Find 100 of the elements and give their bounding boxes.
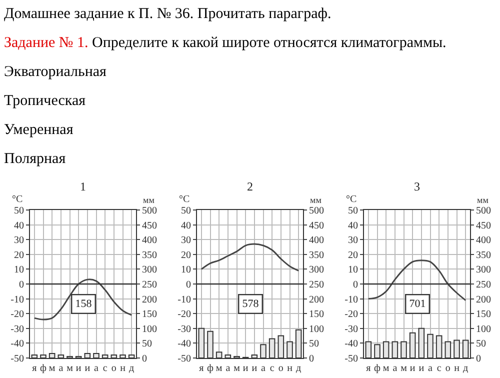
- y2-axis-title: мм: [143, 195, 155, 205]
- text: Задание № 1.: [4, 35, 88, 51]
- y2-tick-label: 400: [476, 235, 491, 246]
- y-tick-label: -20: [178, 309, 191, 320]
- x-tick-label: н: [287, 363, 294, 374]
- y-tick-label: 40: [348, 220, 358, 232]
- x-tick-label: м: [48, 363, 56, 374]
- y-tick-label: -10: [344, 294, 358, 306]
- y2-tick-label: 0: [476, 354, 481, 364]
- y-tick-label: 0: [186, 280, 191, 290]
- x-tick-label: и: [76, 363, 82, 374]
- y2-tick-label: 300: [142, 264, 157, 276]
- annotation: 701: [409, 298, 426, 310]
- x-tick-label: м: [400, 363, 408, 374]
- y-tick-label: -40: [178, 338, 191, 350]
- x-tick-label: д: [296, 363, 302, 374]
- y2-tick-label: 150: [142, 309, 157, 320]
- y2-tick-label: 150: [309, 309, 324, 320]
- line-series: [200, 243, 300, 272]
- y2-tick-label: 350: [476, 250, 491, 261]
- y2-tick-label: 250: [476, 280, 491, 290]
- y2-tick-label: 50: [309, 338, 319, 350]
- y-tick-label: -30: [178, 324, 191, 335]
- x-tick-label: с: [270, 363, 275, 374]
- y-tick-label: -50: [10, 354, 24, 364]
- text: Экваториальная: [4, 64, 106, 80]
- text: Определите к какой широте относятся климатограммы.: [92, 35, 446, 51]
- x-tick-label: с: [102, 363, 108, 374]
- y-axis-title: °C: [12, 194, 23, 205]
- y-axis-title: °C: [346, 194, 357, 205]
- y-tick-label: 0: [19, 280, 24, 290]
- y-tick-label: 10: [14, 264, 24, 276]
- y-axis-title: °C: [179, 194, 190, 205]
- y2-tick-label: 150: [476, 309, 491, 320]
- y-tick-label: 50: [181, 206, 191, 216]
- x-tick-label: и: [418, 363, 425, 374]
- y2-tick-label: 350: [309, 250, 324, 261]
- x-tick-label: с: [436, 363, 442, 374]
- y2-tick-label: 300: [476, 264, 491, 276]
- y-tick-label: 40: [14, 220, 24, 232]
- y-tick-label: -10: [10, 294, 24, 306]
- y2-tick-label: 0: [309, 354, 314, 364]
- chart-title: 2: [247, 179, 253, 194]
- y-tick-label: -20: [10, 309, 24, 320]
- x-tick-label: ф: [207, 363, 214, 374]
- y-tick-label: -30: [10, 324, 24, 335]
- y-tick-label: 30: [14, 235, 24, 246]
- y2-tick-label: 200: [309, 294, 324, 306]
- y-tick-label: 40: [181, 220, 191, 232]
- y2-tick-label: 300: [309, 264, 324, 276]
- y2-tick-label: 450: [142, 220, 157, 232]
- y-tick-label: -20: [344, 309, 358, 320]
- x-tick-label: ф: [374, 363, 382, 374]
- y-tick-label: 50: [14, 206, 24, 216]
- y2-tick-label: 100: [476, 324, 491, 335]
- x-tick-label: м: [66, 363, 74, 374]
- x-tick-label: о: [278, 363, 284, 374]
- y2-tick-label: 450: [476, 220, 491, 232]
- y2-tick-label: 250: [142, 280, 157, 290]
- x-tick-label: я: [366, 363, 372, 374]
- y2-tick-label: 500: [476, 206, 491, 216]
- y2-tick-label: 500: [142, 206, 157, 216]
- line-series: [34, 278, 132, 320]
- x-tick-label: м: [216, 363, 223, 374]
- y-tick-label: 0: [353, 280, 358, 290]
- x-tick-label: н: [454, 363, 460, 374]
- y2-tick-label: 400: [142, 235, 157, 246]
- y2-tick-label: 200: [142, 294, 157, 306]
- y2-tick-label: 100: [142, 324, 157, 335]
- x-tick-label: я: [199, 363, 204, 374]
- x-tick-label: д: [463, 363, 468, 374]
- y2-tick-label: 250: [309, 280, 324, 290]
- x-tick-label: м: [234, 363, 241, 374]
- x-tick-label: м: [382, 363, 390, 374]
- y-tick-label: 10: [181, 264, 191, 276]
- annotation: 578: [242, 298, 260, 310]
- y2-tick-label: 200: [476, 294, 491, 306]
- chart-title: 1: [80, 179, 86, 194]
- y2-axis-title: мм: [310, 195, 322, 205]
- y-tick-label: 10: [348, 264, 358, 276]
- y-tick-label: -30: [344, 324, 358, 335]
- x-tick-label: а: [226, 363, 231, 374]
- x-tick-label: о: [111, 363, 116, 374]
- text: Полярная: [4, 151, 66, 167]
- x-tick-label: и: [410, 363, 416, 374]
- x-tick-label: я: [32, 363, 38, 374]
- x-tick-label: и: [84, 363, 91, 374]
- x-tick-label: о: [445, 363, 450, 374]
- y-tick-label: -50: [178, 354, 191, 364]
- y2-tick-label: 500: [309, 206, 324, 216]
- y-tick-label: -10: [178, 294, 191, 306]
- y2-axis-title: мм: [477, 195, 489, 205]
- x-tick-label: а: [94, 363, 100, 374]
- x-tick-label: а: [261, 363, 266, 374]
- y2-tick-label: 100: [309, 324, 324, 335]
- y2-tick-label: 0: [142, 354, 147, 364]
- line-series: [368, 260, 466, 302]
- x-tick-label: д: [129, 363, 134, 374]
- x-tick-label: а: [58, 363, 64, 374]
- text: Умеренная: [4, 122, 74, 138]
